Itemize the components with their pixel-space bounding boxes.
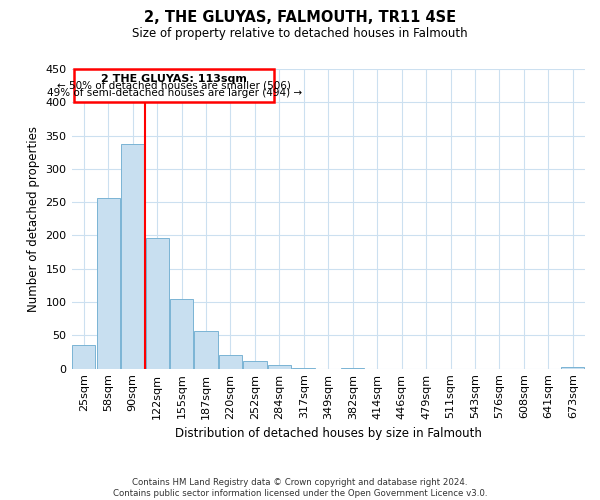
Bar xyxy=(244,362,266,368)
Text: ← 50% of detached houses are smaller (506): ← 50% of detached houses are smaller (50… xyxy=(57,81,291,91)
Bar xyxy=(121,144,144,368)
Text: Size of property relative to detached houses in Falmouth: Size of property relative to detached ho… xyxy=(132,28,468,40)
Text: 2, THE GLUYAS, FALMOUTH, TR11 4SE: 2, THE GLUYAS, FALMOUTH, TR11 4SE xyxy=(144,10,456,25)
Bar xyxy=(170,299,193,368)
Bar xyxy=(219,354,242,368)
Bar xyxy=(268,366,291,368)
Bar xyxy=(194,330,218,368)
Bar xyxy=(146,238,169,368)
Text: 49% of semi-detached houses are larger (494) →: 49% of semi-detached houses are larger (… xyxy=(47,88,302,99)
Bar xyxy=(97,198,120,368)
X-axis label: Distribution of detached houses by size in Falmouth: Distribution of detached houses by size … xyxy=(175,427,482,440)
Y-axis label: Number of detached properties: Number of detached properties xyxy=(27,126,40,312)
Text: 2 THE GLUYAS: 113sqm: 2 THE GLUYAS: 113sqm xyxy=(101,74,247,84)
Text: Contains HM Land Registry data © Crown copyright and database right 2024.
Contai: Contains HM Land Registry data © Crown c… xyxy=(113,478,487,498)
Bar xyxy=(72,344,95,368)
Bar xyxy=(74,69,274,102)
